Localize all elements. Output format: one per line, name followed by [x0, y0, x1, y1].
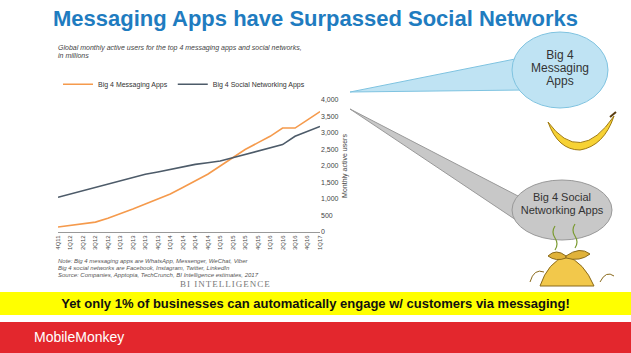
svg-text:4Q13: 4Q13: [155, 235, 161, 250]
svg-text:1Q12: 1Q12: [67, 235, 73, 250]
svg-text:4Q12: 4Q12: [105, 235, 111, 250]
svg-text:1Q14: 1Q14: [167, 235, 173, 250]
svg-text:4Q11: 4Q11: [55, 235, 61, 250]
html-text:Global monthly active users fo: Global monthly active users for the top …: [58, 44, 302, 59]
svg-text:4Q14: 4Q14: [205, 235, 211, 250]
svg-text:1Q17: 1Q17: [317, 235, 323, 250]
svg-text:1Q16: 1Q16: [267, 235, 273, 250]
svg-text:4Q16: 4Q16: [304, 235, 310, 250]
svg-text:0: 0: [321, 228, 325, 235]
html-text:Yet only 1% of businesses can: Yet only 1% of businesses can automatica…: [61, 296, 570, 311]
svg-text:Big 4 Messaging Apps: Big 4 Messaging Apps: [98, 81, 168, 89]
svg-text:2Q15: 2Q15: [230, 235, 236, 250]
svg-text:3,500: 3,500: [321, 113, 339, 120]
svg-text:3Q12: 3Q12: [92, 235, 98, 250]
svg-text:2Q16: 2Q16: [280, 235, 286, 250]
html-text:Source: Companies, Apptopia, T: Source: Companies, Apptopia, TechCrunch,…: [58, 272, 258, 278]
svg-text:4,000: 4,000: [321, 96, 339, 103]
svg-text:500: 500: [321, 212, 333, 219]
html-text:Messaging Apps have Surpassed: Messaging Apps have Surpassed Social Net…: [53, 6, 578, 31]
svg-text:1Q15: 1Q15: [217, 235, 223, 250]
svg-text:1,000: 1,000: [321, 195, 339, 202]
svg-text:3Q14: 3Q14: [192, 235, 198, 250]
html-text:Big 4 social networks are Face: Big 4 social networks are Facebook, Inst…: [58, 265, 230, 271]
svg-text:1Q13: 1Q13: [117, 235, 123, 250]
svg-text:1,500: 1,500: [321, 179, 339, 186]
svg-text:2Q13: 2Q13: [130, 235, 136, 250]
svg-text:2Q14: 2Q14: [180, 235, 186, 250]
svg-text:2,000: 2,000: [321, 162, 339, 169]
svg-text:3Q13: 3Q13: [142, 235, 148, 250]
html-text:Big 4 Messaging Apps: Big 4 Messaging Apps: [531, 48, 589, 88]
svg-text:3Q16: 3Q16: [292, 235, 298, 250]
html-text:Big 4 Social Networking Apps: Big 4 Social Networking Apps: [520, 191, 604, 216]
html-text:Note: Big 4 messaging apps are: Note: Big 4 messaging apps are WhatsApp,…: [58, 258, 248, 264]
svg-text:2,500: 2,500: [321, 146, 339, 153]
html-text:MobileMonkey: MobileMonkey: [34, 329, 125, 345]
svg-text:Big 4 Social Networking Apps: Big 4 Social Networking Apps: [213, 81, 305, 89]
svg-text:3Q15: 3Q15: [242, 235, 248, 250]
svg-text:2Q12: 2Q12: [80, 235, 86, 250]
svg-text:4Q15: 4Q15: [255, 235, 261, 250]
svg-text:3,000: 3,000: [321, 129, 339, 136]
html-text:BI INTELLIGENCE: BI INTELLIGENCE: [180, 279, 271, 289]
svg-text:Monthly active users: Monthly active users: [341, 134, 349, 198]
